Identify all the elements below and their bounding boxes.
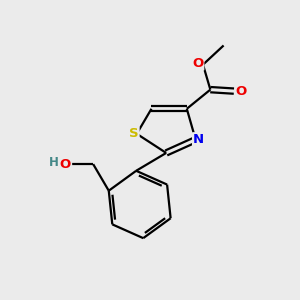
Text: O: O [60,158,71,171]
Text: S: S [129,127,139,140]
Text: O: O [192,57,203,70]
Text: O: O [236,85,247,98]
Text: N: N [193,133,204,146]
Text: H: H [49,157,59,169]
